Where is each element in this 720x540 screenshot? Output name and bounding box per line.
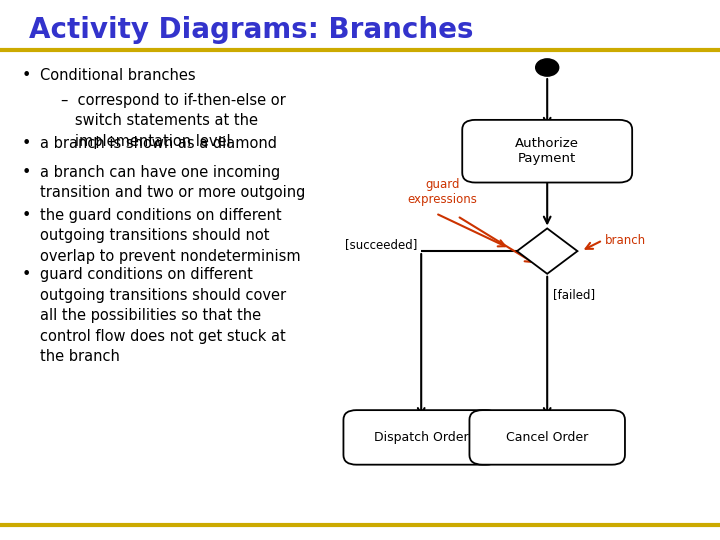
Text: •: • bbox=[22, 68, 31, 83]
Text: •: • bbox=[22, 267, 31, 282]
Text: the guard conditions on different
outgoing transitions should not
overlap to pre: the guard conditions on different outgoi… bbox=[40, 208, 300, 264]
Text: a branch can have one incoming
transition and two or more outgoing: a branch can have one incoming transitio… bbox=[40, 165, 305, 200]
Text: [failed]: [failed] bbox=[553, 288, 595, 301]
FancyBboxPatch shape bbox=[469, 410, 625, 464]
Text: –  correspond to if-then-else or
   switch statements at the
   implementation l: – correspond to if-then-else or switch s… bbox=[61, 93, 286, 148]
Text: Activity Diagrams: Branches: Activity Diagrams: Branches bbox=[29, 16, 473, 44]
Text: branch: branch bbox=[605, 234, 646, 247]
Text: •: • bbox=[22, 208, 31, 223]
FancyBboxPatch shape bbox=[462, 120, 632, 183]
Text: Conditional branches: Conditional branches bbox=[40, 68, 195, 83]
Text: guard
expressions: guard expressions bbox=[408, 178, 478, 206]
Text: Dispatch Order: Dispatch Order bbox=[374, 431, 469, 444]
Polygon shape bbox=[517, 228, 577, 274]
Text: Cancel Order: Cancel Order bbox=[506, 431, 588, 444]
Text: •: • bbox=[22, 136, 31, 151]
Text: a branch is shown as a diamond: a branch is shown as a diamond bbox=[40, 136, 276, 151]
Text: •: • bbox=[22, 165, 31, 180]
Text: Authorize
Payment: Authorize Payment bbox=[516, 137, 579, 165]
Text: [succeeded]: [succeeded] bbox=[345, 238, 418, 251]
FancyBboxPatch shape bbox=[343, 410, 499, 464]
Text: guard conditions on different
outgoing transitions should cover
all the possibil: guard conditions on different outgoing t… bbox=[40, 267, 286, 364]
Circle shape bbox=[536, 59, 559, 76]
